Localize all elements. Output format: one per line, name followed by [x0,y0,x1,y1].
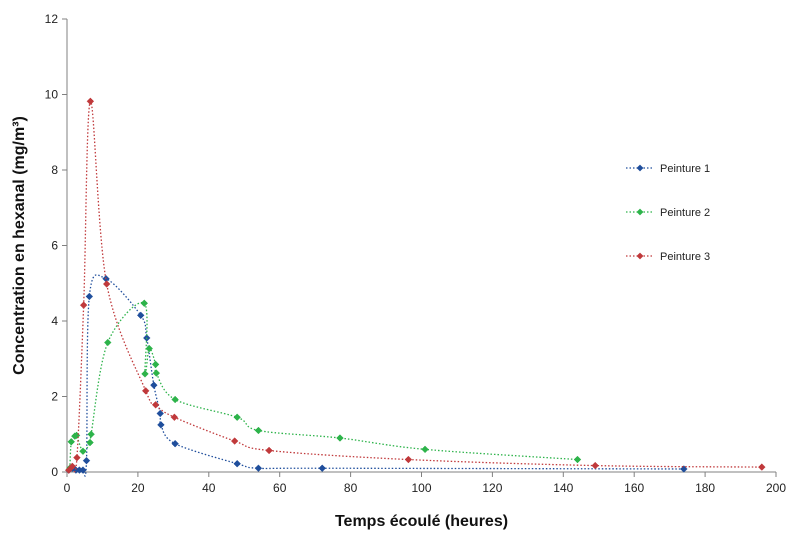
data-point-peinture-2 [171,395,179,404]
legend-item-peinture-3: Peinture 3 [626,251,710,263]
data-point-peinture-3 [73,453,81,462]
legend-label-peinture-1: Peinture 1 [660,163,710,175]
legend-marker-peinture-1 [636,164,644,172]
data-point-peinture-2 [152,369,161,377]
data-point-peinture-3 [86,97,95,106]
series-layer [65,97,766,477]
data-point-peinture-3 [141,387,150,395]
series-peinture-3 [65,97,766,474]
data-point-peinture-1 [318,464,326,472]
data-point-peinture-2 [67,438,76,446]
y-axis-title: Concentration en hexanal (mg/m³) [11,116,28,375]
data-point-peinture-1 [254,464,263,472]
legend-label-peinture-3: Peinture 3 [660,251,710,263]
data-point-peinture-1 [85,292,94,301]
data-point-peinture-1 [136,311,145,320]
data-point-peinture-2 [104,338,112,347]
legend: Peinture 1 Peinture 2 Peinture 3 [626,163,710,263]
y-ticks: 0 2 4 6 8 10 12 [45,12,67,479]
legend-marker-peinture-3 [636,252,644,260]
data-point-peinture-3 [170,413,179,422]
data-point-peinture-2 [421,445,429,454]
series-line-peinture-1 [68,274,684,477]
y-tick-label: 4 [51,314,58,328]
y-tick-label: 0 [51,465,58,479]
x-ticks: 0 20 40 60 80 100 120 140 160 180 200 [64,472,786,495]
data-point-peinture-1 [233,459,241,468]
x-tick-label: 40 [202,481,216,495]
series-peinture-2 [66,299,582,472]
data-point-peinture-2 [254,426,263,435]
y-tick-label: 8 [51,163,58,177]
x-tick-label: 80 [344,481,358,495]
y-tick-label: 10 [45,88,59,102]
x-tick-label: 100 [411,481,431,495]
data-point-peinture-2 [141,370,149,378]
data-point-peinture-1 [157,421,165,429]
data-point-peinture-1 [150,381,158,389]
legend-item-peinture-1: Peinture 1 [626,163,710,175]
data-point-peinture-2 [86,438,94,447]
data-point-peinture-3 [65,466,73,474]
series-line-peinture-2 [69,301,578,469]
data-point-peinture-3 [79,301,88,309]
x-tick-label: 160 [624,481,644,495]
data-point-peinture-1 [156,409,164,418]
data-point-peinture-3 [265,446,273,455]
data-point-peinture-3 [102,280,111,288]
data-point-peinture-2 [79,447,87,455]
data-point-peinture-1 [79,466,87,474]
data-point-peinture-3 [151,401,160,409]
x-tick-label: 20 [131,481,145,495]
y-tick-label: 2 [51,390,58,404]
x-axis-title: Temps écoulé (heures) [335,513,508,530]
data-point-peinture-2 [336,434,344,442]
data-point-peinture-3 [758,463,766,471]
data-point-peinture-2 [140,299,149,308]
x-tick-label: 180 [695,481,715,495]
data-point-peinture-1 [82,456,91,465]
series-peinture-1 [65,274,688,477]
data-point-peinture-2 [151,360,160,369]
data-point-peinture-1 [171,439,179,448]
y-tick-label: 12 [45,12,59,26]
data-point-peinture-2 [87,430,95,439]
data-point-peinture-3 [230,437,239,445]
x-tick-label: 200 [766,481,786,495]
x-tick-label: 140 [553,481,573,495]
legend-item-peinture-2: Peinture 2 [626,207,710,219]
legend-label-peinture-2: Peinture 2 [660,207,710,219]
data-point-peinture-3 [404,455,413,464]
y-tick-label: 6 [51,239,58,253]
axes [66,19,776,473]
data-point-peinture-2 [145,344,153,353]
data-point-peinture-2 [573,455,582,464]
data-point-peinture-3 [591,461,599,470]
x-tick-label: 120 [482,481,502,495]
data-point-peinture-2 [233,413,241,422]
x-tick-label: 0 [64,481,71,495]
data-point-peinture-3 [68,462,77,471]
legend-marker-peinture-2 [636,208,644,216]
x-tick-label: 60 [273,481,287,495]
